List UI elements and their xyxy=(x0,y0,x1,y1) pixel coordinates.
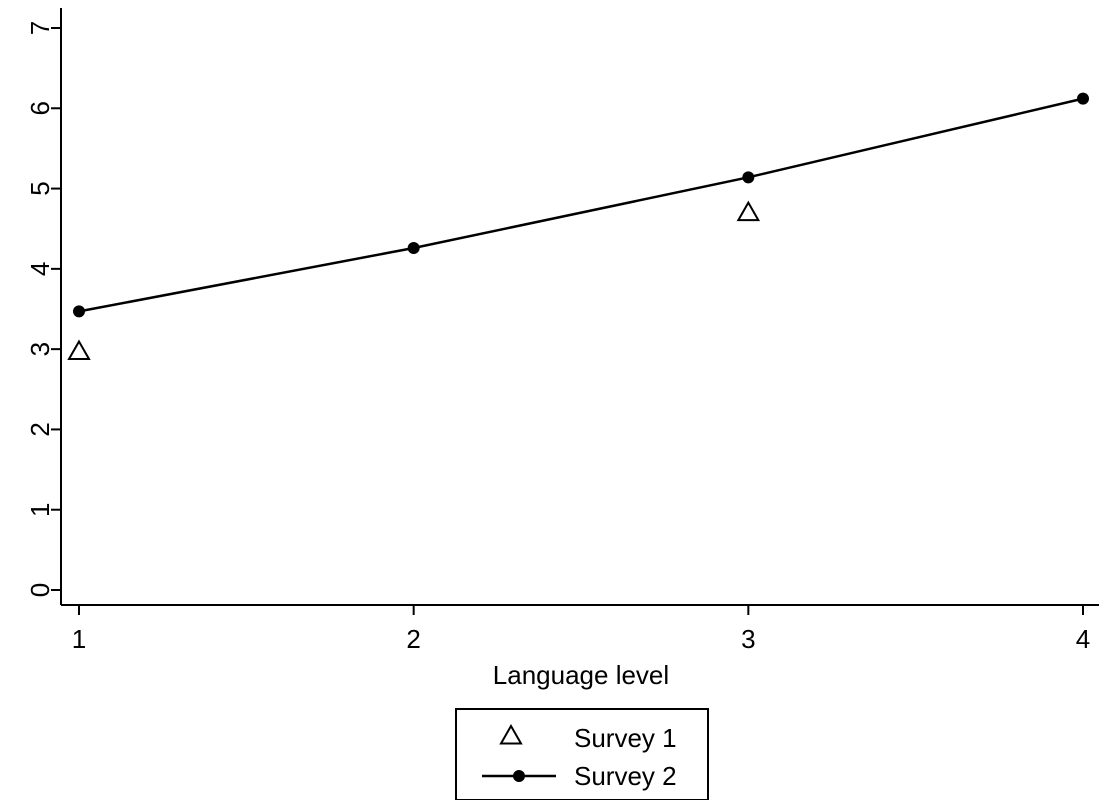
legend-marker-circle xyxy=(513,770,525,782)
y-tick-label: 7 xyxy=(25,21,55,35)
legend-box xyxy=(455,708,709,800)
y-tick-label: 3 xyxy=(25,342,55,356)
axes xyxy=(60,8,1099,606)
x-tick-label: 3 xyxy=(741,624,755,654)
y-tick-label: 0 xyxy=(25,583,55,597)
data-point-triangle xyxy=(67,339,91,361)
legend-label: Survey 1 xyxy=(574,723,677,753)
legend: Survey 1 Survey 2 xyxy=(455,708,709,800)
data-point-circle xyxy=(742,171,755,184)
data-point-circle xyxy=(407,241,420,254)
y-tick-label: 2 xyxy=(25,422,55,436)
x-axis-title: Language level xyxy=(493,660,669,690)
plot-area xyxy=(67,92,1089,361)
x-axis-ticks: 1 2 3 4 xyxy=(72,605,1090,654)
series-line-survey-2 xyxy=(78,97,1084,313)
y-tick-label: 5 xyxy=(25,181,55,195)
data-point-circle xyxy=(73,305,85,318)
y-axis-ticks: 0 1 2 3 4 5 6 7 xyxy=(25,21,61,597)
data-point-triangle xyxy=(736,200,761,222)
y-tick-label: 4 xyxy=(25,262,55,276)
y-tick-label: 6 xyxy=(25,101,55,115)
legend-label: Survey 2 xyxy=(574,761,677,791)
legend-marker-triangle xyxy=(499,723,523,745)
x-tick-label: 2 xyxy=(406,624,420,654)
data-point-circle xyxy=(1077,92,1089,105)
x-tick-label: 1 xyxy=(72,624,86,654)
x-tick-label: 4 xyxy=(1076,624,1090,654)
y-tick-label: 1 xyxy=(25,502,55,516)
